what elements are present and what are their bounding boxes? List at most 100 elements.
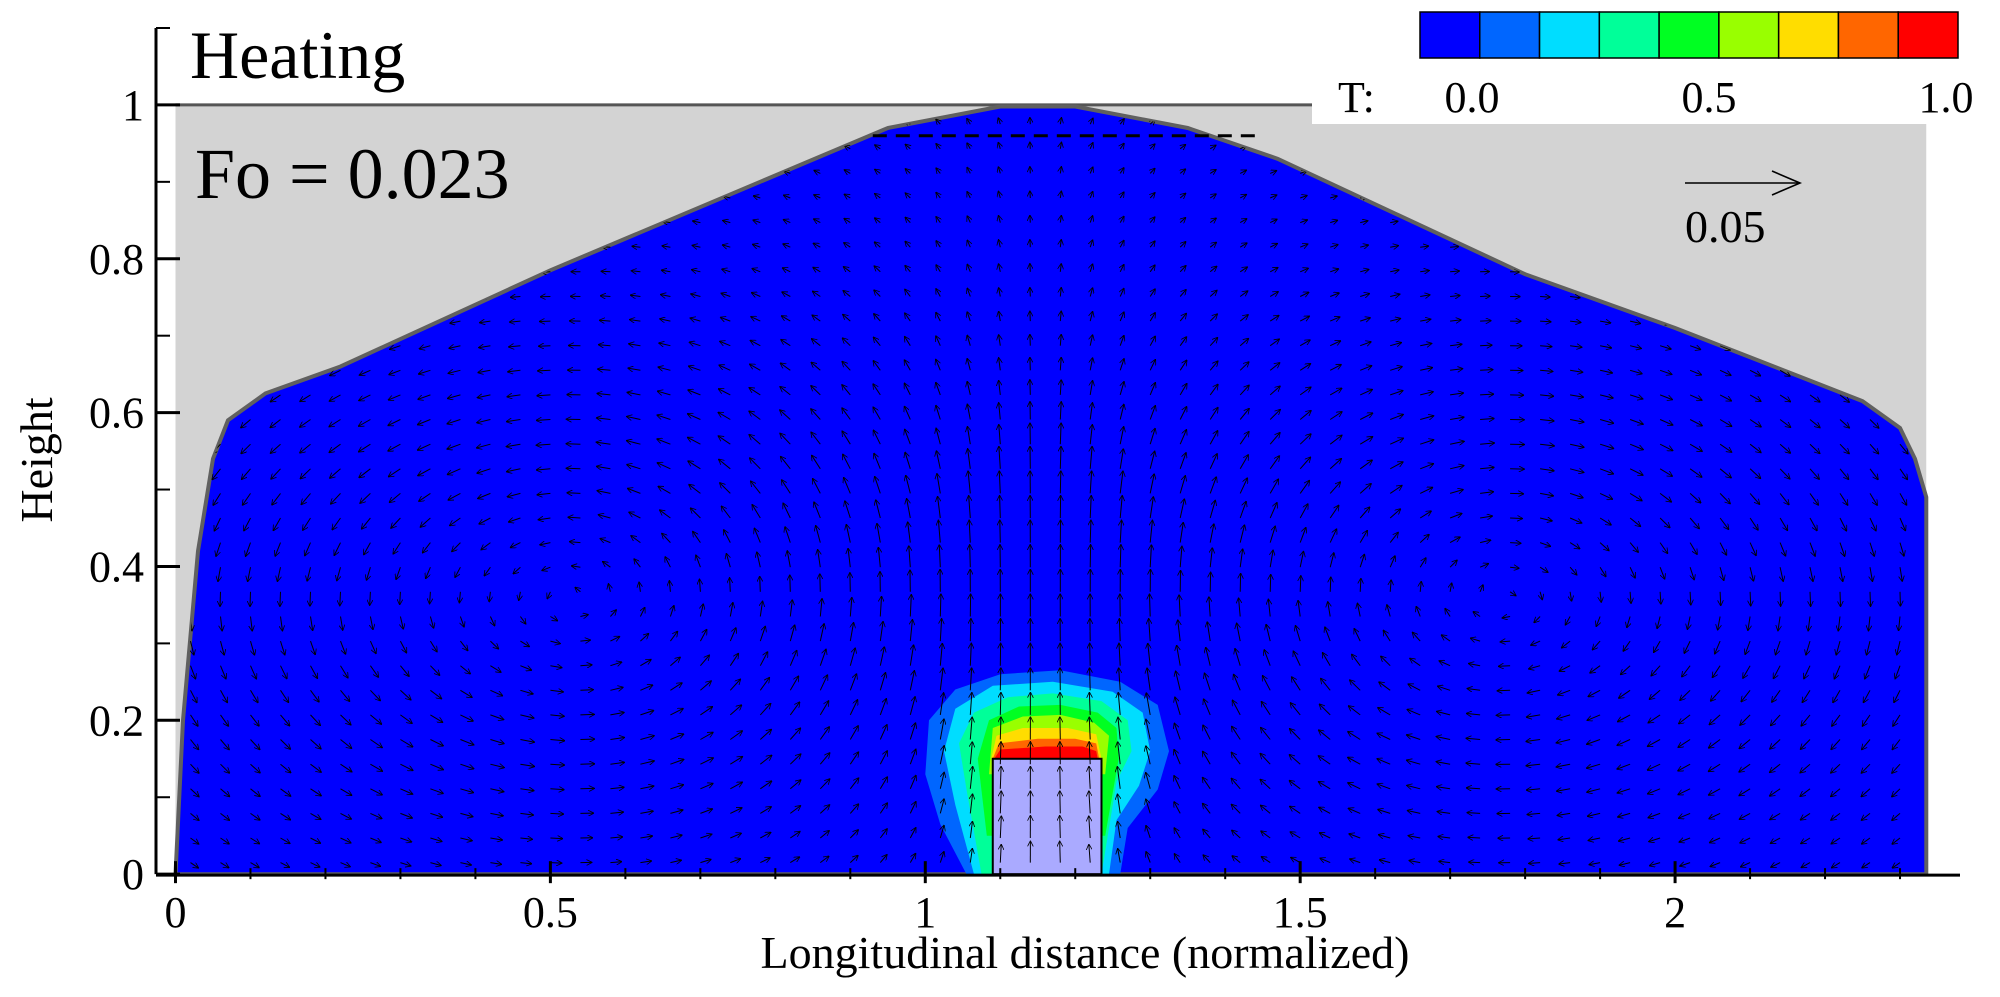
velocity-vector [1410,659,1421,667]
velocity-vector [550,740,564,741]
velocity-vector [1000,845,1001,863]
velocity-vector [1479,540,1490,542]
velocity-vector [430,763,443,769]
velocity-vector [275,542,281,556]
velocity-vector [460,813,472,816]
velocity-vector [700,656,709,667]
velocity-vector [1840,591,1841,606]
velocity-vector [1261,831,1271,839]
velocity-vector [760,602,762,617]
velocity-vector [1468,689,1481,691]
velocity-vector [430,665,439,675]
velocity-vector [569,517,581,518]
velocity-vector [909,854,915,863]
velocity-vector [1869,542,1874,556]
velocity-vector [1060,842,1061,863]
velocity-vector [1000,817,1001,839]
velocity-vector [849,649,855,666]
colorbar-tick-label: 0.5 [1682,73,1737,122]
velocity-vector [790,857,799,864]
velocity-vector [640,861,651,863]
velocity-vector [1778,616,1780,631]
velocity-vector [1089,718,1090,740]
velocity-vector [1203,830,1211,839]
velocity-vector [1174,802,1181,814]
velocity-vector [1438,812,1451,814]
velocity-vector [550,715,563,716]
velocity-vector [580,640,590,641]
velocity-vector [1748,616,1750,631]
velocity-vector [1354,629,1361,642]
velocity-vector [1387,605,1390,617]
velocity-vector [1291,703,1301,716]
velocity-vector [370,812,381,818]
velocity-vector [1771,863,1781,867]
velocity-vector [1678,763,1691,771]
velocity-vector [1741,689,1751,701]
velocity-vector [1378,810,1391,814]
velocity-vector [490,616,494,626]
velocity-vector [1540,297,1550,298]
velocity-vector [1862,788,1871,797]
velocity-vector [1409,836,1421,838]
velocity-vector [818,550,821,568]
velocity-vector [460,616,464,627]
velocity-vector [1648,788,1661,794]
velocity-vector [511,542,521,548]
velocity-vector [520,715,533,718]
velocity-vector [1499,666,1511,667]
velocity-vector [1237,624,1241,642]
velocity-vector [550,789,563,790]
velocity-vector [601,539,611,543]
velocity-vector [670,835,681,838]
velocity-vector [1621,665,1631,675]
velocity-vector [1203,855,1211,863]
velocity-vector [310,591,311,606]
velocity-vector [490,789,503,792]
velocity-vector [1680,863,1691,866]
velocity-vector [1348,732,1361,740]
velocity-vector [1835,665,1841,679]
velocity-vector [1510,518,1522,519]
velocity-vector [542,567,551,570]
velocity-vector [1557,740,1571,743]
velocity-vector [190,690,197,702]
velocity-vector [1771,714,1781,725]
velocity-vector [490,838,502,840]
y-tick-label: 0.6 [89,389,144,438]
velocity-vector [570,542,581,543]
velocity-vector [601,296,611,297]
velocity-vector [1294,652,1301,666]
velocity-vector [729,628,736,642]
velocity-vector [1810,567,1813,581]
velocity-vector [1000,718,1001,740]
velocity-vector [305,542,311,556]
velocity-vector [1118,718,1120,740]
velocity-vector [879,647,884,666]
velocity-vector [1413,633,1421,642]
velocity-vector [1770,788,1781,796]
velocity-vector [1780,591,1781,606]
velocity-vector [1679,812,1691,818]
velocity-vector [1557,764,1571,767]
velocity-vector [1210,548,1212,568]
velocity-vector [1510,543,1520,544]
velocity-vector [567,444,581,445]
velocity-vector [1330,553,1334,568]
velocity-vector [369,665,378,677]
velocity-vector [730,833,741,839]
velocity-vector [1440,661,1451,667]
velocity-vector [940,619,941,642]
velocity-vector [1562,640,1571,648]
velocity-vector [970,619,971,642]
velocity-vector [1534,616,1541,623]
velocity-vector [1320,833,1331,839]
velocity-vector [610,662,621,666]
velocity-vector [490,764,503,767]
colorbar-tick-label: 0.0 [1445,73,1500,122]
velocity-vector [879,751,887,765]
velocity-vector [819,779,829,790]
velocity-vector [250,837,260,844]
velocity-vector [520,764,534,766]
velocity-vector [1120,545,1121,568]
